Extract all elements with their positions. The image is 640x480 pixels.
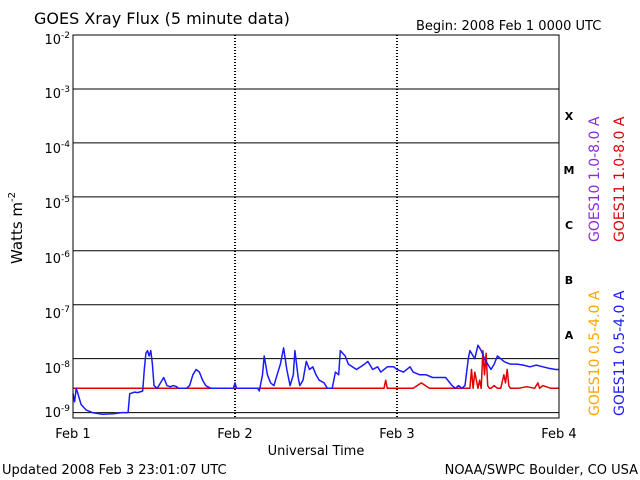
y-tick-label: 10-9 <box>44 404 70 421</box>
x-tick-labels: Feb 1 Feb 2 Feb 3 Feb 4 <box>55 427 576 442</box>
y-tick-label: 10-8 <box>44 360 70 377</box>
credit-text: NOAA/SWPC Boulder, CO USA <box>445 463 638 478</box>
series-layer <box>72 344 559 415</box>
chart-title: GOES Xray Flux (5 minute data) <box>34 9 290 28</box>
x-tick-label: Feb 2 <box>217 427 252 442</box>
legend: GOES10 1.0-8.0 A GOES11 1.0-8.0 A GOES10… <box>587 116 628 416</box>
y-tick-labels: 10-2 10-3 10-4 10-5 10-6 10-7 10-8 10-9 <box>44 31 70 421</box>
y-tick-label: 10-6 <box>44 250 70 267</box>
y-tick-label: 10-5 <box>44 195 70 212</box>
y-tick-label: 10-7 <box>44 305 70 322</box>
series-line-goes11-0-5-4-0-a <box>72 344 559 415</box>
flare-class-label: M <box>564 164 575 177</box>
flare-class-labels: X M C B A <box>564 110 575 342</box>
plot-frame <box>72 34 560 419</box>
updated-timestamp: Updated 2008 Feb 3 23:01:07 UTC <box>2 463 227 478</box>
legend-goes10-short: GOES10 0.5-4.0 A <box>587 290 603 416</box>
flare-class-label: A <box>565 329 574 342</box>
flare-class-label: B <box>565 274 573 287</box>
y-tick-label: 10-3 <box>44 85 70 102</box>
flare-class-label: C <box>565 219 573 232</box>
legend-goes11-short: GOES11 0.5-4.0 A <box>612 290 628 416</box>
legend-goes10-long: GOES10 1.0-8.0 A <box>587 116 603 242</box>
flare-class-label: X <box>565 110 574 123</box>
begin-label: Begin: 2008 Feb 1 0000 UTC <box>416 19 601 34</box>
x-axis-label: Universal Time <box>268 444 365 459</box>
y-tick-label: 10-4 <box>44 140 70 157</box>
grid <box>73 35 559 418</box>
legend-goes11-long: GOES11 1.0-8.0 A <box>612 116 628 242</box>
y-tick-label: 10-2 <box>44 31 70 48</box>
x-tick-label: Feb 3 <box>379 427 414 442</box>
x-tick-label: Feb 4 <box>541 427 576 442</box>
x-tick-label: Feb 1 <box>55 427 90 442</box>
series-line-goes11-1-0-8-0-a <box>73 349 559 390</box>
y-axis-label: Watts m-2 <box>7 192 26 264</box>
